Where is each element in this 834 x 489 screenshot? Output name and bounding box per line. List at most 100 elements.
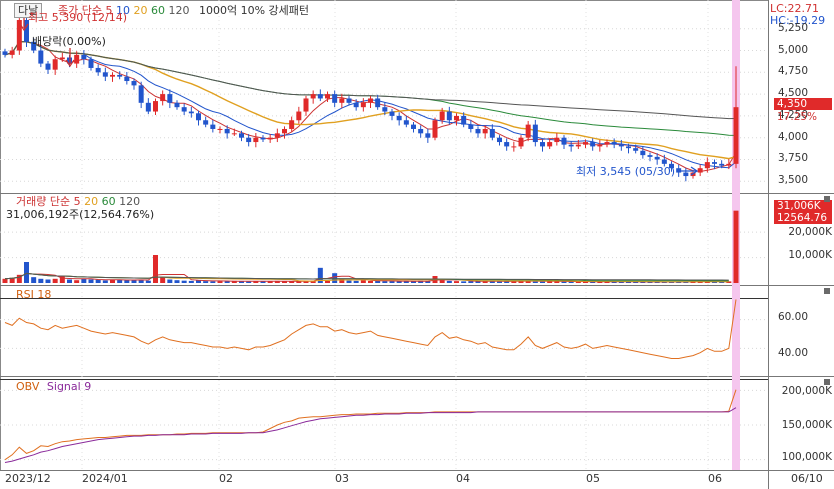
price-tick-label: 4,500 xyxy=(777,87,808,100)
outer-frame xyxy=(0,0,769,471)
volume-bar xyxy=(196,280,201,283)
volume-bar xyxy=(439,280,445,283)
volume-bar xyxy=(88,279,94,283)
candle-body xyxy=(224,128,230,134)
obv-legend: OBV Signal 9 xyxy=(16,380,91,393)
volume-bar xyxy=(274,280,280,283)
candle-body xyxy=(518,137,524,147)
candle-body xyxy=(626,146,631,149)
volume-bar xyxy=(102,280,108,283)
price-ma-legend: 종가 단순 5 10 20 60 120 1000억 10% 강세패턴 xyxy=(58,4,309,17)
candle-body xyxy=(475,128,481,134)
date-label-2023-12: 2023/12 xyxy=(5,472,51,485)
volume-bar xyxy=(626,281,631,283)
stock-title[interactable]: 다날 xyxy=(14,3,43,18)
gridlines xyxy=(0,0,768,470)
volume-bar xyxy=(217,281,223,283)
volume-bar xyxy=(110,279,115,283)
ma-period-120: 120 xyxy=(168,4,190,17)
high-annotation: 최고 5,390 (12/14) xyxy=(28,11,128,24)
volume-bar xyxy=(246,281,252,283)
vol-ma-120: 120 xyxy=(119,195,141,208)
volume-bar xyxy=(590,281,596,283)
volume-ma-label: 단순 xyxy=(49,195,71,208)
volume-bar xyxy=(446,280,452,283)
volume-legend: 거래량 단순 5 20 60 120 xyxy=(16,195,140,208)
date-label-04: 04 xyxy=(456,472,470,485)
volume-bar xyxy=(661,282,667,283)
dividend-arrow xyxy=(65,48,75,68)
volume-bar xyxy=(461,281,467,283)
volume-bar xyxy=(482,281,488,283)
candle-body xyxy=(611,142,617,145)
volume-bar xyxy=(719,281,725,283)
volume-moving-averages xyxy=(4,272,729,283)
volume-bar xyxy=(654,282,660,283)
volume-bar xyxy=(647,281,653,283)
candle-body xyxy=(446,111,452,121)
volume-panel-close-icon[interactable] xyxy=(824,196,830,202)
candle-body xyxy=(196,113,201,121)
volume-bar xyxy=(712,281,717,283)
candle-body xyxy=(590,142,596,147)
candle-body xyxy=(203,120,209,125)
annotation-arrows xyxy=(19,9,699,176)
candle-body xyxy=(525,124,531,138)
volume-bar xyxy=(224,281,230,283)
volume-bar xyxy=(583,281,588,283)
obv-tick-200000: 200,000K xyxy=(781,385,832,397)
candle-body xyxy=(145,102,151,112)
obv-signal-line xyxy=(4,407,737,463)
volume-bar xyxy=(231,280,237,283)
volume-bar xyxy=(260,281,266,283)
volume-bars[interactable] xyxy=(2,210,739,283)
volume-bar xyxy=(138,279,144,283)
price-candles[interactable] xyxy=(2,15,739,182)
volume-bar xyxy=(532,281,538,283)
ma-period-5: 5 xyxy=(105,4,113,17)
candle-body xyxy=(669,163,674,169)
candle-body xyxy=(647,155,653,157)
volume-bar xyxy=(475,281,481,283)
volume-value: 31,006,192주(12,564.76%) xyxy=(6,208,155,221)
candle-body xyxy=(726,163,732,166)
rsi-panel-close-icon[interactable] xyxy=(824,288,830,294)
volume-bar xyxy=(303,281,309,283)
obv-tick-100000: 100,000K xyxy=(781,451,832,463)
volume-bar xyxy=(554,281,560,283)
candle-body xyxy=(540,142,545,147)
volume-bar xyxy=(540,281,545,283)
volume-bar xyxy=(518,280,524,283)
rsi-line xyxy=(4,299,737,359)
volume-bar xyxy=(697,281,703,283)
volume-bar xyxy=(188,280,194,283)
obv-panel-close-icon[interactable] xyxy=(824,379,830,385)
candle-body xyxy=(231,133,237,135)
date-label-02: 02 xyxy=(219,472,233,485)
candle-body xyxy=(59,57,65,60)
candle-body xyxy=(712,162,717,164)
vol-ma-5: 5 xyxy=(73,195,81,208)
volume-bar xyxy=(568,281,574,283)
volume-bar xyxy=(332,273,338,283)
rsi-label: RSI 18 xyxy=(16,288,52,301)
volume-bar xyxy=(239,281,244,283)
obv-signal-label: Signal 9 xyxy=(46,380,92,393)
candle-body xyxy=(239,133,244,138)
low-annotation: 최저 3,545 (05/30) xyxy=(576,165,676,178)
hc-value: HC:-19.29 xyxy=(770,14,826,27)
volume-bar xyxy=(2,278,8,283)
candle-body xyxy=(325,94,330,99)
candle-body xyxy=(167,94,173,103)
volume-bar xyxy=(497,281,502,283)
volume-bar xyxy=(597,281,603,283)
volume-bar xyxy=(59,276,65,283)
volume-bar xyxy=(167,279,173,283)
obv-tick-150000: 150,000K xyxy=(781,419,832,431)
volume-bar xyxy=(611,281,617,283)
candle-body xyxy=(547,142,553,147)
volume-bar xyxy=(31,277,37,283)
candle-body xyxy=(482,128,488,134)
candle-body xyxy=(81,54,87,60)
